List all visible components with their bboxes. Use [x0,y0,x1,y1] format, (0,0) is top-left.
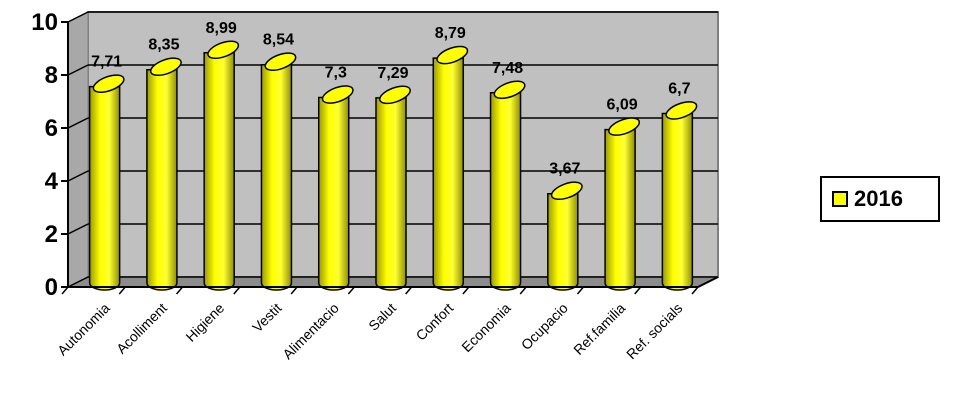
data-label: 8,79 [435,25,466,42]
gridline-side [67,64,89,76]
bar [260,52,297,291]
bar-top [550,181,583,201]
gridline-side [67,170,89,182]
bars [88,40,698,291]
x-tick-label: Economia [458,300,513,355]
data-label: 8,99 [206,20,237,37]
side-wall [67,11,89,288]
x-tick-label: Ref. socials [623,300,685,362]
x-tick-label: Ref.familia [570,300,628,358]
y-tick-label: 0 [45,274,58,301]
x-tick [576,286,585,295]
bar-body [661,112,694,291]
x-tick [118,286,126,295]
bar-body [203,52,235,291]
y-tick-label: 10 [31,9,58,36]
x-tick [405,286,413,295]
data-label: 6,09 [607,97,638,114]
data-label: 8,35 [148,37,179,54]
y-tick-label: 8 [45,62,58,89]
bar [489,80,526,291]
x-tick [691,286,699,295]
bar-body [432,57,465,291]
x-tick-label: Confort [413,300,457,344]
bar-top [92,74,125,93]
bar-top [379,85,411,105]
data-label: 6,7 [668,80,690,97]
bar-top [665,101,698,120]
y-tick-label: 4 [45,168,59,195]
legend-label: 2016 [854,186,903,211]
x-tick-label: Ocupacio [518,300,571,353]
bar-top [493,80,526,100]
bar-body [317,96,350,291]
gridline-side [67,11,89,23]
bar-body [604,128,636,291]
bar-body [146,68,178,291]
data-label: 8,54 [263,32,294,49]
data-label: 7,71 [91,54,122,71]
bar [661,101,698,291]
data-label: 7,3 [325,65,347,82]
legend-swatch [832,191,848,207]
gridline-side [67,117,89,129]
x-tick [175,286,184,295]
x-tick [233,286,241,295]
bar [317,85,354,291]
bar [375,85,411,291]
bar [604,117,641,291]
bar-top [149,57,182,77]
bar-top [264,52,297,71]
bar-body [547,192,579,291]
x-tick [519,286,527,295]
bar [88,74,125,291]
x-tick [347,286,355,295]
x-tick-label: Higiene [182,300,227,345]
data-label: 3,67 [549,161,580,178]
x-tick-label: Autonomia [54,300,113,359]
y-tick-label: 2 [45,221,58,248]
bar-body [489,92,522,291]
legend: 2016 [820,176,940,222]
bar [432,45,469,291]
bar-body [375,97,407,291]
bar-body [260,63,293,291]
x-tick-label: Alimentacio [279,300,342,363]
bar [547,181,583,291]
data-label: 7,48 [492,60,523,77]
bar-top [207,40,240,60]
x-tick-label: Acolliment [113,300,170,357]
x-tick [462,286,470,295]
bar [203,40,240,291]
x-tick-label: Vestit [249,300,285,336]
bar-top [608,117,641,136]
x-tick [290,286,298,295]
bar [146,57,182,291]
bar-top [321,85,354,104]
bar-body [88,85,121,291]
gridline-side [67,223,89,235]
y-tick-label: 6 [45,115,58,142]
x-tick-label: Salut [365,300,399,334]
x-tick [61,286,69,295]
x-tick [634,286,642,295]
bar-top [436,45,469,65]
x-axis-depth [697,276,719,288]
data-label: 7,29 [377,65,408,82]
axes [61,21,719,295]
